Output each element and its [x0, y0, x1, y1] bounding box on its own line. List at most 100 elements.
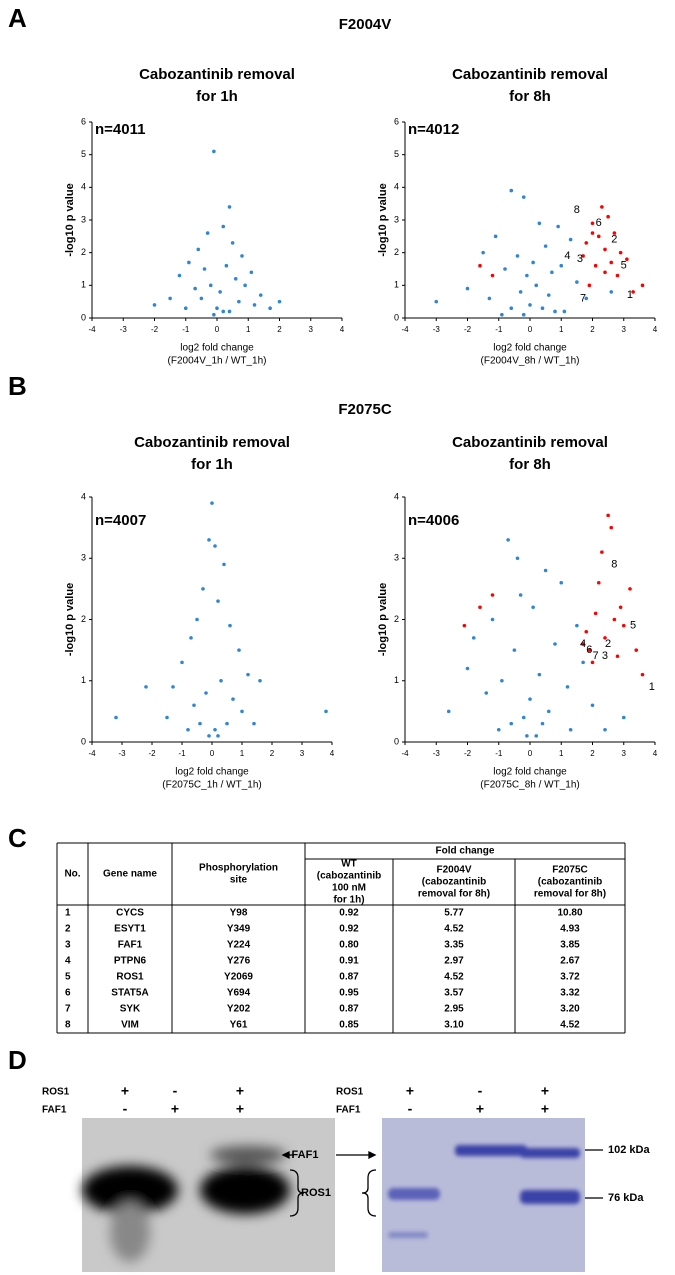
x-tick-label: 2: [277, 325, 282, 334]
x-tick-label: -4: [88, 325, 96, 334]
data-point: [615, 273, 620, 278]
data-point: [168, 296, 172, 301]
table-cell: Y224: [227, 940, 251, 951]
x-tick-label: -3: [118, 749, 126, 758]
arrow-label: FAF1: [292, 1149, 319, 1161]
table-cell: 0.80: [339, 940, 359, 951]
table-cell: 0.87: [339, 972, 359, 983]
x-tick-label: -2: [148, 749, 156, 758]
lane-sign: +: [236, 1083, 244, 1099]
table-cell: 4.52: [444, 972, 464, 983]
data-point: [205, 231, 210, 235]
point-annotation: 4: [564, 250, 570, 262]
data-point: [490, 593, 495, 597]
table-cell: 3.32: [560, 988, 580, 999]
data-point: [575, 623, 579, 628]
panel-title: F2075C: [338, 401, 392, 418]
data-point: [618, 605, 623, 610]
data-point: [196, 247, 201, 252]
data-point: [230, 241, 235, 245]
x-tick-label: 0: [210, 749, 215, 758]
data-point: [584, 629, 589, 634]
x-tick-label: 3: [309, 325, 314, 334]
data-point: [237, 299, 241, 304]
data-point: [222, 562, 226, 567]
y-tick-label: 3: [81, 214, 86, 224]
data-point: [471, 636, 476, 640]
data-point: [506, 538, 510, 542]
data-point: [553, 642, 557, 646]
data-point: [207, 538, 211, 542]
data-point: [540, 721, 545, 726]
data-point: [202, 267, 207, 271]
y-axis-label: -log10 p value: [377, 583, 389, 656]
x-tick-label: 3: [622, 749, 627, 758]
x-tick-label: -4: [401, 325, 409, 334]
lane-sign: +: [541, 1101, 549, 1117]
table-cell: 3.20: [560, 1004, 580, 1015]
n-label: n=4011: [95, 121, 145, 138]
data-point: [231, 697, 235, 701]
point-annotation: 8: [574, 204, 580, 216]
data-point: [618, 250, 623, 255]
data-point: [603, 727, 607, 732]
y-tick-label: 6: [81, 116, 86, 126]
x-tick-label: -3: [433, 325, 441, 334]
y-tick-label: 5: [394, 149, 399, 159]
data-point: [621, 715, 626, 720]
panel-label: A: [8, 3, 27, 33]
data-point: [186, 727, 190, 732]
data-point: [207, 734, 211, 738]
lane-sign: -: [478, 1083, 483, 1099]
data-point: [581, 642, 585, 646]
table-cell: ESYT1: [114, 924, 146, 935]
table-cell: CYCS: [116, 908, 144, 919]
data-point: [227, 309, 232, 314]
coomassie-bands: [388, 1145, 580, 1238]
data-point: [628, 587, 632, 591]
y-tick-label: 4: [394, 182, 399, 192]
data-point: [631, 290, 635, 294]
data-point: [193, 286, 197, 291]
data-point: [462, 623, 467, 628]
data-point: [640, 283, 645, 288]
y-tick-label: 3: [394, 214, 399, 224]
table-group-header: Fold change: [436, 846, 495, 857]
data-point: [268, 306, 272, 311]
data-point: [487, 296, 492, 301]
x-tick-label: -2: [464, 325, 472, 334]
y-tick-label: 1: [394, 280, 399, 290]
point-annotation: 1: [649, 681, 655, 693]
data-point: [490, 617, 495, 622]
y-axis-label: -log10 p value: [377, 183, 389, 256]
x-tick-label: -2: [151, 325, 159, 334]
x-tick-label: 2: [590, 749, 595, 758]
y-tick-label: 0: [81, 736, 86, 746]
table-cell: Y61: [230, 1020, 248, 1031]
data-point: [596, 580, 601, 585]
table-cell: 3.35: [444, 940, 464, 951]
table-cell: FAF1: [118, 940, 143, 951]
data-point: [534, 734, 539, 738]
y-tick-label: 1: [81, 280, 86, 290]
table-cell: 3.57: [444, 988, 464, 999]
data-point: [210, 501, 214, 505]
table-cell: 6: [65, 988, 71, 999]
table-cell: 8: [65, 1020, 71, 1031]
point-annotation: 5: [621, 260, 627, 272]
data-point: [195, 617, 199, 622]
y-tick-label: 3: [81, 553, 86, 563]
data-point: [528, 303, 532, 307]
y-tick-label: 0: [81, 312, 86, 322]
data-point: [434, 299, 439, 304]
lane-sign: -: [123, 1101, 128, 1117]
x-tick-label: 3: [300, 749, 305, 758]
x-axis-label: (F2075C_8h / WT_1h): [480, 780, 580, 791]
data-point: [277, 299, 282, 304]
y-tick-label: 2: [81, 247, 86, 257]
data-point: [484, 691, 489, 695]
data-point: [518, 290, 523, 294]
x-tick-label: 1: [559, 325, 564, 334]
table-cell: 0.85: [339, 1020, 359, 1031]
